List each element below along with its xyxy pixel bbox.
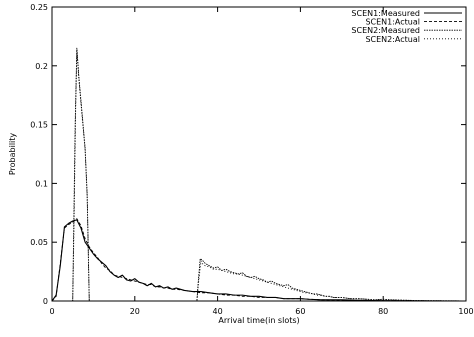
y-tick-label: 0.25 [30, 3, 48, 12]
y-tick-label: 0.2 [35, 62, 48, 71]
axis-ticks: 0 20 40 60 80 100 0 0.05 0.1 0.15 0.2 0.25 [30, 3, 473, 316]
series-line-4 [52, 48, 467, 302]
y-tick-label: 0.05 [30, 238, 48, 247]
plot-frame [51, 6, 467, 302]
y-tick-label: 0.15 [30, 121, 48, 130]
series-line-2 [51, 218, 467, 302]
x-tick-label: 60 [295, 307, 305, 316]
legend-label: SCEN2:Actual [365, 35, 420, 44]
legend-label: SCEN1:Actual [365, 18, 420, 27]
legend: SCEN1:MeasuredSCEN1:ActualSCEN2:Measured… [351, 9, 462, 44]
x-tick-label: 20 [130, 307, 140, 316]
legend-label: SCEN1:Measured [351, 9, 420, 18]
x-tick-label: 40 [213, 307, 223, 316]
y-tick-label: 0.1 [35, 179, 48, 188]
legend-label: SCEN2:Measured [351, 26, 420, 35]
series-layer [51, 47, 467, 302]
x-tick-label: 100 [458, 307, 473, 316]
y-tick-label: 0 [43, 297, 48, 306]
series-line-3 [52, 47, 467, 302]
x-tick-label: 80 [378, 307, 388, 316]
y-axis-label: Probability [8, 133, 17, 176]
series-line-1 [51, 219, 467, 302]
x-tick-label: 0 [49, 307, 54, 316]
x-axis-label: Arrival time(in slots) [218, 316, 299, 325]
